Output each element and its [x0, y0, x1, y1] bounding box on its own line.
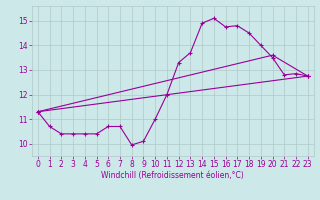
X-axis label: Windchill (Refroidissement éolien,°C): Windchill (Refroidissement éolien,°C) [101, 171, 244, 180]
